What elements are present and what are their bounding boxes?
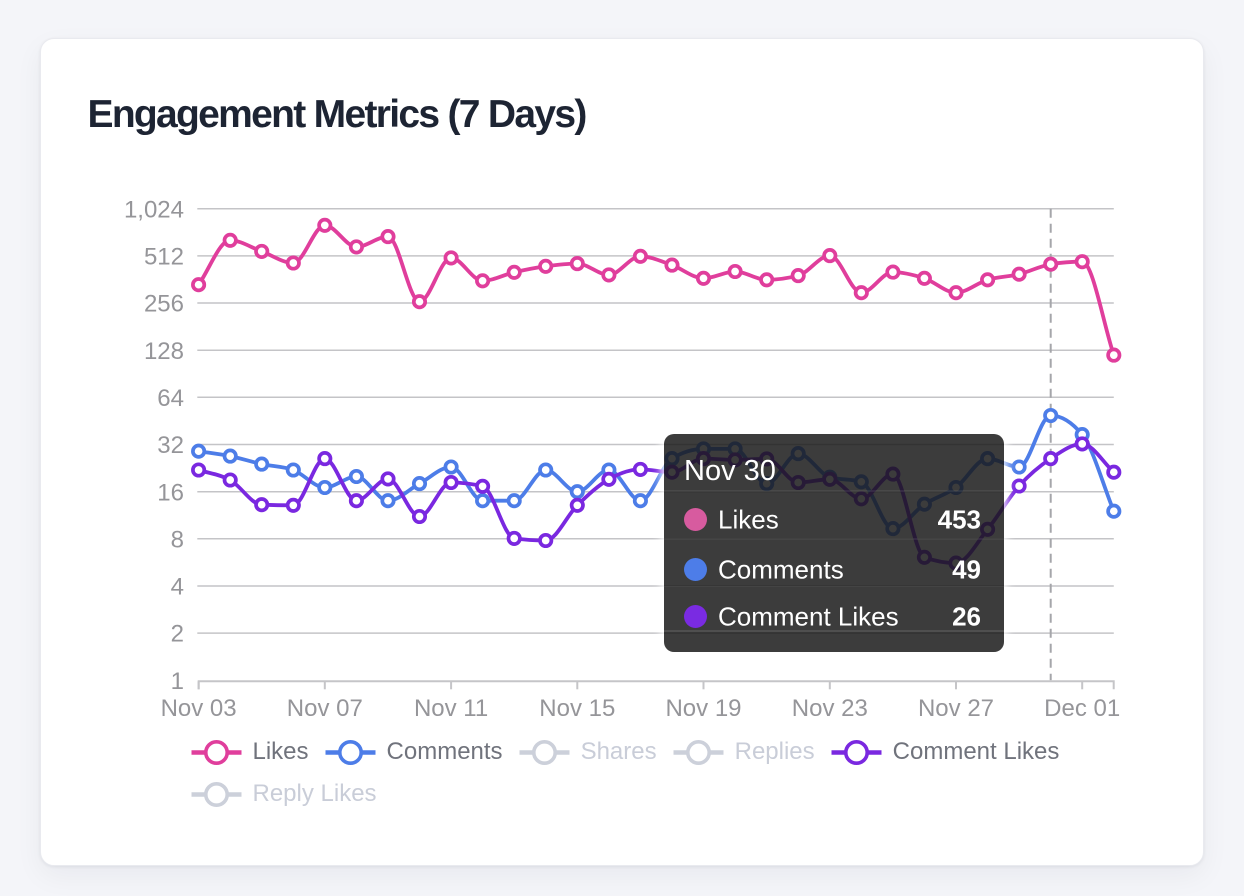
svg-text:128: 128 [144, 338, 184, 365]
svg-text:64: 64 [157, 385, 184, 412]
svg-text:8: 8 [171, 526, 184, 553]
svg-text:Nov 23: Nov 23 [792, 695, 868, 722]
svg-text:1: 1 [171, 668, 184, 695]
svg-text:Nov 07: Nov 07 [287, 695, 363, 722]
svg-text:Nov 03: Nov 03 [161, 695, 237, 722]
svg-text:32: 32 [157, 432, 184, 459]
svg-text:256: 256 [144, 291, 184, 318]
svg-text:Nov 11: Nov 11 [414, 695, 488, 722]
svg-text:Nov 27: Nov 27 [918, 695, 994, 722]
svg-text:Dec 01: Dec 01 [1044, 695, 1120, 722]
svg-text:512: 512 [144, 244, 184, 271]
svg-text:16: 16 [157, 479, 184, 506]
svg-text:2: 2 [171, 621, 184, 648]
svg-text:1,024: 1,024 [124, 196, 184, 223]
svg-text:Nov 15: Nov 15 [539, 695, 615, 722]
svg-text:4: 4 [171, 574, 184, 601]
svg-text:Nov 19: Nov 19 [665, 695, 741, 722]
